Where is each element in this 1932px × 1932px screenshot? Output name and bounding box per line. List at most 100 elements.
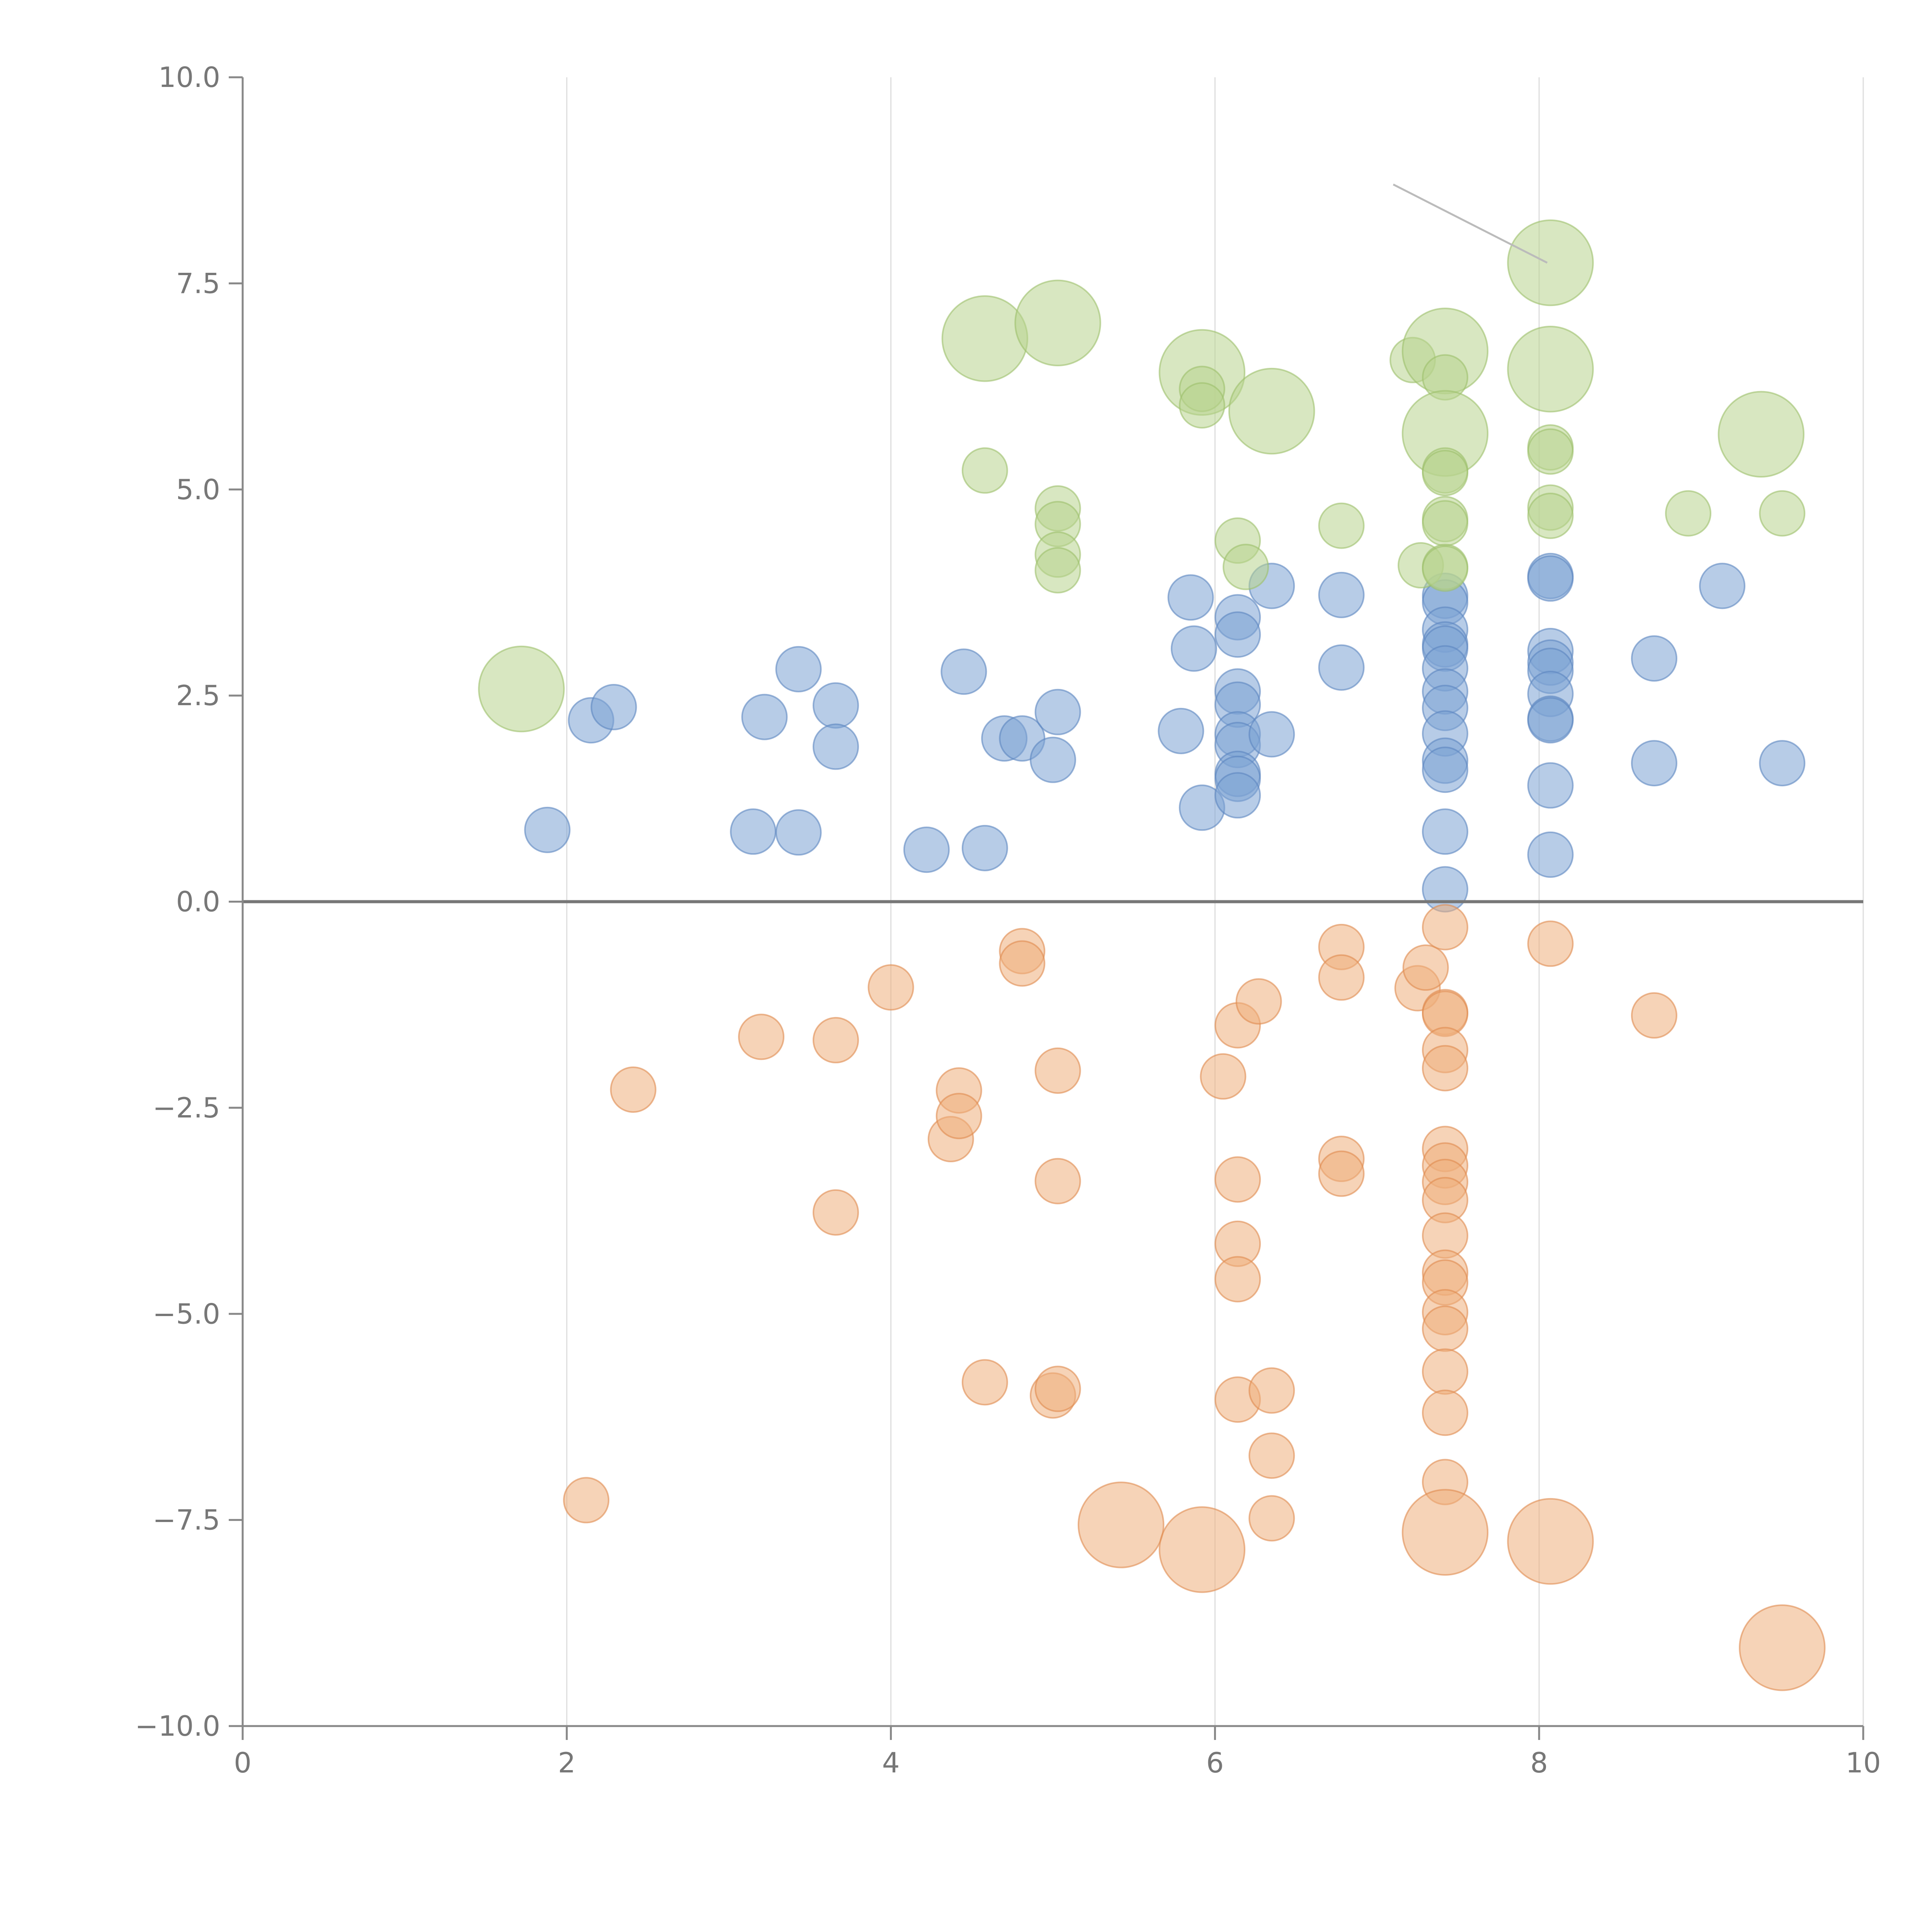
data-point-blue (1759, 740, 1806, 787)
data-point-blue (1318, 571, 1365, 618)
data-point-green (1318, 502, 1365, 549)
data-point-orange (935, 1093, 982, 1139)
data-point-orange (961, 1359, 1008, 1406)
data-point-blue (1318, 644, 1365, 691)
x-tick-label: 0 (234, 1747, 252, 1779)
data-point-blue (1527, 555, 1574, 602)
x-tick-label: 10 (1845, 1747, 1881, 1779)
data-point-orange (1248, 1495, 1295, 1542)
data-point-blue (1214, 772, 1261, 819)
data-point-orange (738, 1014, 785, 1060)
data-point-blue (1167, 574, 1214, 621)
data-point-orange (1235, 978, 1282, 1025)
data-point-blue (1527, 762, 1574, 809)
y-tick-label: 0.0 (176, 886, 220, 918)
data-point-blue (1422, 747, 1468, 793)
data-point-orange (1422, 1348, 1468, 1395)
data-point-orange (610, 1066, 656, 1113)
data-point-blue (730, 808, 777, 855)
data-point-blue (1422, 808, 1468, 855)
data-point-blue (940, 648, 987, 695)
data-point-orange (813, 1017, 859, 1063)
data-point-orange (1422, 1305, 1468, 1352)
data-point-blue (1527, 697, 1574, 744)
data-point-orange (1739, 1604, 1826, 1691)
y-tick-label: −7.5 (153, 1504, 220, 1536)
y-tick-label: 2.5 (176, 679, 220, 712)
data-point-orange (867, 964, 914, 1011)
data-point-orange (1401, 1489, 1489, 1576)
data-point-blue (813, 682, 859, 729)
data-point-blue (741, 694, 788, 740)
data-point-green (1228, 367, 1315, 455)
data-point-orange (1034, 1047, 1081, 1094)
data-point-orange (1631, 992, 1677, 1039)
data-point-orange (1248, 1432, 1295, 1479)
data-point-blue (1631, 635, 1677, 682)
y-tick-label: 7.5 (176, 267, 220, 299)
x-tick-label: 8 (1530, 1747, 1548, 1779)
x-tick-label: 2 (558, 1747, 576, 1779)
data-point-green (1527, 428, 1574, 475)
data-point-blue (1158, 707, 1204, 754)
data-point-orange (1527, 920, 1574, 967)
data-point-green (961, 447, 1008, 494)
data-point-blue (1214, 611, 1261, 658)
data-point-green (1422, 500, 1468, 547)
y-tick-label: −10.0 (135, 1710, 220, 1742)
data-point-green (1507, 219, 1594, 306)
data-point-green (1759, 490, 1806, 537)
callout-line (1393, 184, 1548, 264)
data-point-blue (1248, 711, 1295, 758)
tick-layer (229, 76, 1864, 1740)
data-point-orange (1318, 1150, 1365, 1197)
y-tick-label: −2.5 (153, 1092, 220, 1124)
data-point-green (1014, 279, 1101, 366)
data-point-orange (1507, 1498, 1594, 1585)
label-layer: 0 2 4 6 8 10 −10.0 −7.5 −5.0 −2.5 0.0 2.… (135, 61, 1881, 1779)
data-point-orange (1077, 1481, 1165, 1568)
data-point-blue (524, 806, 571, 853)
data-point-green (1507, 326, 1594, 413)
data-point-orange (1034, 1366, 1081, 1412)
data-point-orange (1034, 1158, 1081, 1204)
y-tick-label: 10.0 (158, 61, 220, 94)
data-point-orange (563, 1477, 610, 1524)
data-point-blue (903, 827, 950, 873)
data-point-green (1665, 490, 1712, 537)
data-point-green (1179, 382, 1225, 429)
data-point-blue (1631, 740, 1677, 787)
data-point-green (941, 295, 1029, 382)
data-point-green (1422, 450, 1468, 497)
data-point-blue (813, 723, 859, 770)
data-point-orange (1402, 944, 1449, 991)
data-point-orange (1158, 1506, 1246, 1593)
data-point-orange (1422, 1389, 1468, 1436)
data-point-orange (1422, 904, 1468, 951)
data-point-orange (1422, 1045, 1468, 1092)
data-point-orange (1200, 1053, 1247, 1100)
data-point-blue (1034, 689, 1081, 735)
data-point-green (478, 645, 565, 733)
data-point-orange (1318, 954, 1365, 1001)
data-point-orange (813, 1189, 859, 1236)
data-point-blue (1699, 563, 1746, 609)
data-point-green (1422, 545, 1468, 592)
data-point-blue (775, 646, 822, 692)
y-tick-label: −5.0 (153, 1298, 220, 1330)
y-tick-label: 5.0 (176, 473, 220, 506)
data-point-blue (590, 684, 637, 730)
data-point-orange (999, 940, 1046, 987)
data-point-orange (1214, 1156, 1261, 1203)
data-point-green (1527, 493, 1574, 539)
x-tick-label: 4 (882, 1747, 900, 1779)
data-point-blue (1170, 625, 1217, 672)
point-layer (478, 219, 1826, 1691)
data-point-green (1034, 547, 1081, 594)
data-point-blue (775, 809, 822, 856)
data-point-orange (1214, 1256, 1261, 1303)
data-point-blue (1527, 831, 1574, 878)
x-tick-label: 6 (1206, 1747, 1224, 1779)
data-point-orange (1248, 1367, 1295, 1414)
